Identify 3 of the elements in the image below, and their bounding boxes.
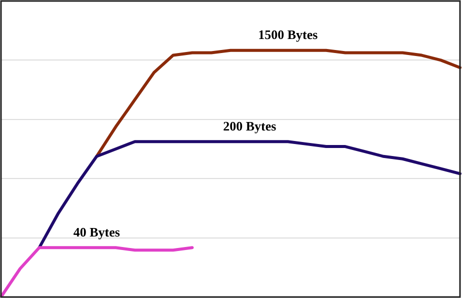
series-label: 1500 Bytes [258, 27, 318, 42]
series-label: 200 Bytes [223, 118, 276, 134]
series-label: 40 Bytes [73, 224, 120, 240]
